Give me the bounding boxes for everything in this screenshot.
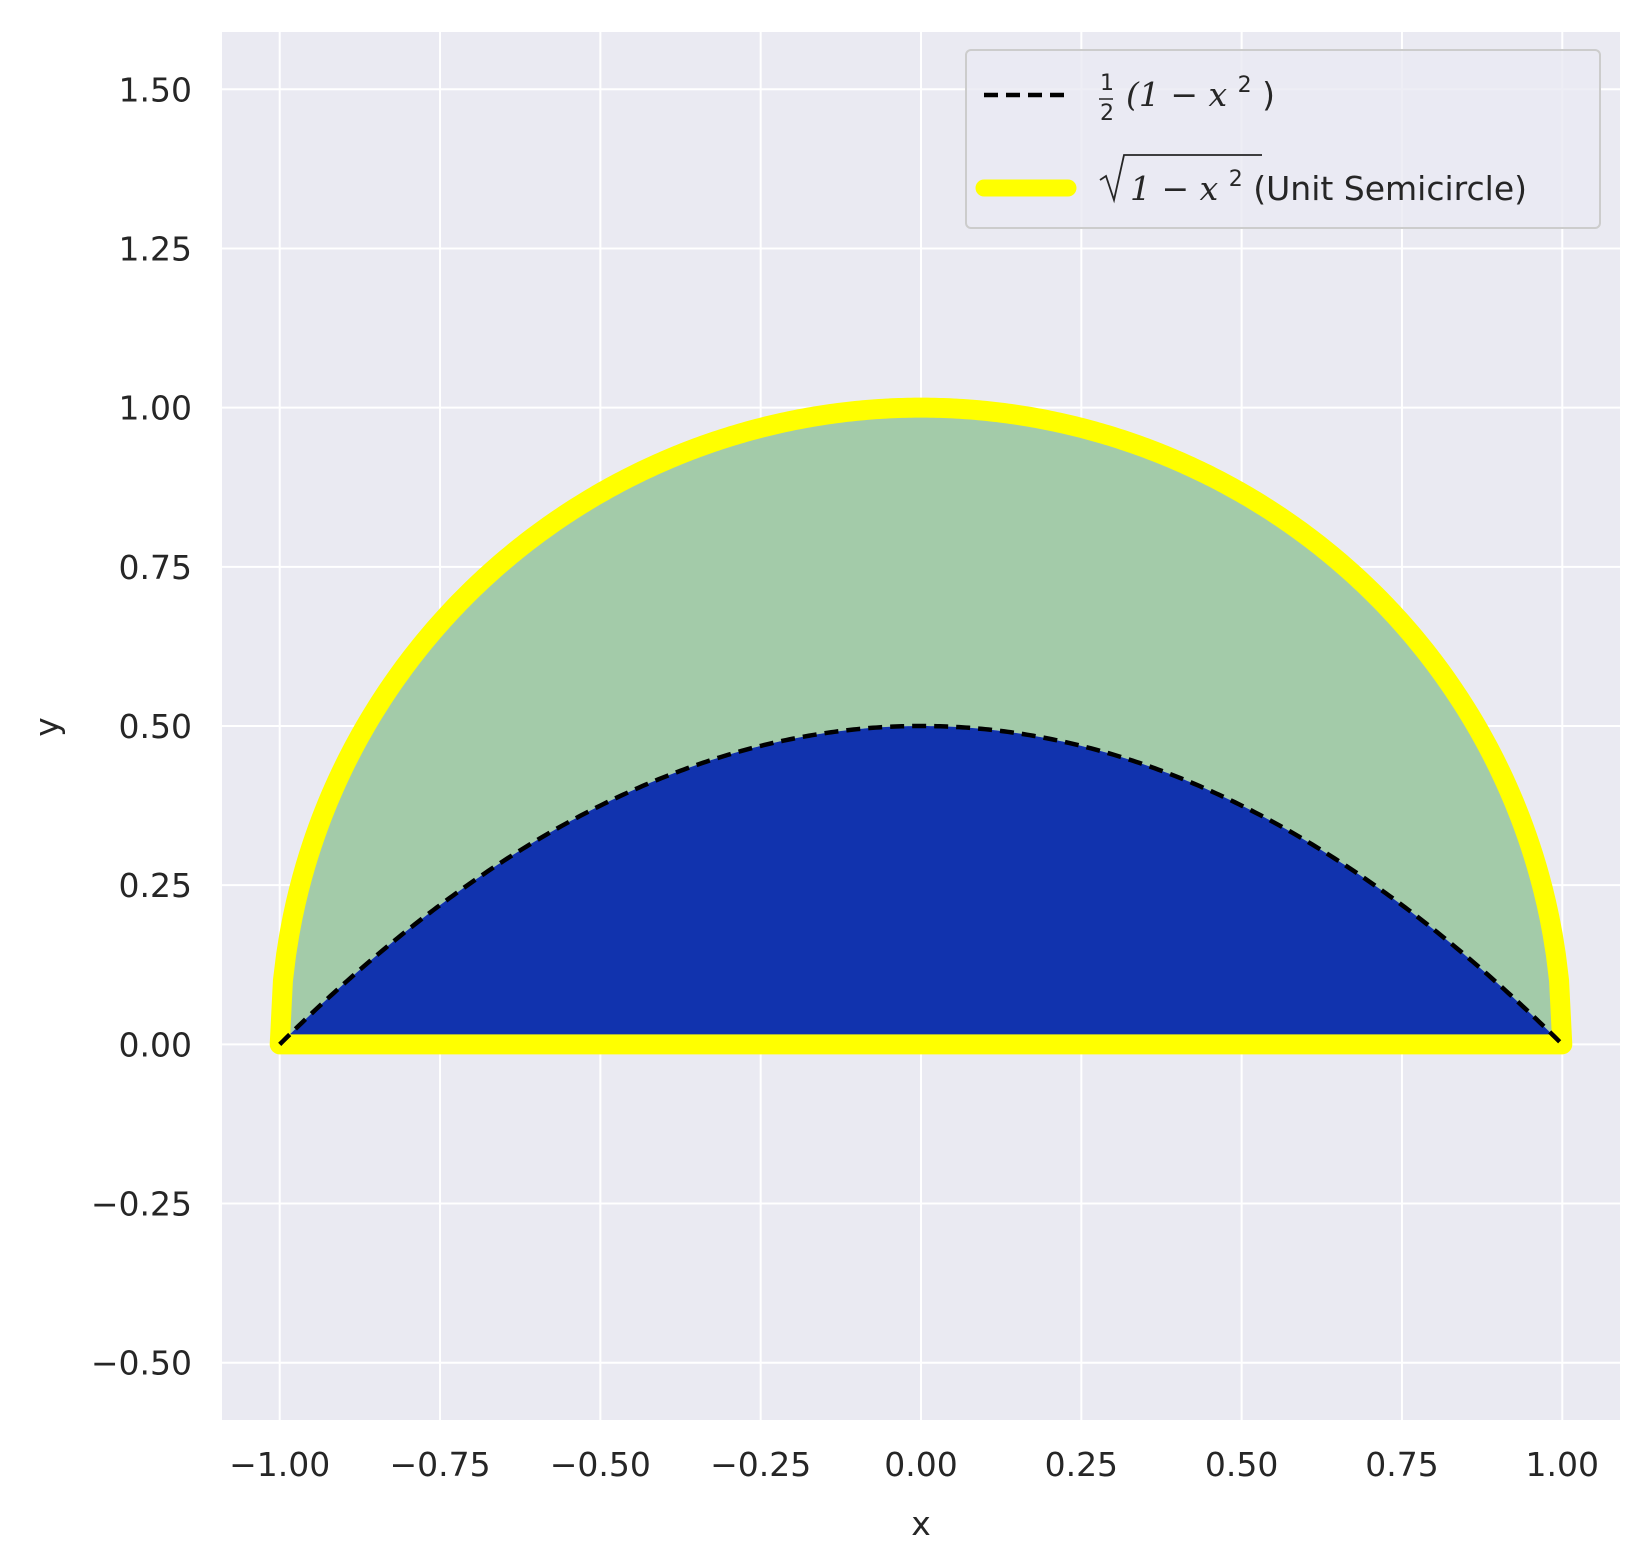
legend-parabola-sup: 2	[1238, 73, 1252, 98]
x-tick-label: −0.75	[389, 1445, 490, 1484]
legend-box	[965, 49, 1601, 229]
parabola-line	[278, 723, 1564, 1046]
legend-parabola-body: (1 − x	[1126, 75, 1228, 114]
x-tick-label: 0.25	[1045, 1445, 1118, 1484]
legend-frac-num: 1	[1100, 71, 1114, 96]
legend-label-semicircle: 1 − x 2 (Unit Semicircle)	[1130, 155, 1527, 208]
y-tick-label: 1.50	[119, 70, 192, 109]
legend-frac-den: 2	[1100, 101, 1114, 126]
y-tick-label: 1.00	[119, 389, 192, 428]
x-tick-label: −1.00	[229, 1445, 330, 1484]
x-tick-label: −0.25	[710, 1445, 811, 1484]
semicircle-line	[269, 397, 1573, 1055]
y-tick-label: −0.25	[91, 1185, 192, 1224]
legend-sqrt-sign	[1099, 154, 1262, 204]
x-tick-label: 1.00	[1526, 1445, 1599, 1484]
x-tick-label: 0.50	[1205, 1445, 1278, 1484]
y-axis-label: y	[27, 717, 66, 737]
legend-semicircle-body: 1 − x	[1130, 169, 1219, 208]
x-tick-label: −0.50	[550, 1445, 651, 1484]
y-tick-label: 0.00	[119, 1025, 192, 1064]
x-tick-label: 0.75	[1365, 1445, 1438, 1484]
legend-label-parabola: 1 2 (1 − x 2 )	[1100, 59, 1275, 128]
y-tick-labels: −0.50 −0.25 0.00 0.25 0.50 0.75 1.00 1.25 1.50	[91, 70, 192, 1382]
legend-semicircle-suffix: (Unit Semicircle)	[1253, 169, 1527, 208]
y-tick-label: 0.50	[119, 707, 192, 746]
y-tick-label: 0.25	[119, 866, 192, 905]
x-tick-labels: −1.00 −0.75 −0.50 −0.25 0.00 0.25 0.50 0.75 1.00	[229, 1445, 1599, 1484]
legend-parabola-close: )	[1262, 75, 1275, 114]
x-tick-label: 0.00	[884, 1445, 957, 1484]
y-tick-label: −0.50	[91, 1344, 192, 1383]
x-axis-label: x	[911, 1504, 931, 1543]
legend: 1 2 (1 − x 2 ) 1 − x 2 (Unit Semicircle)	[965, 49, 1601, 229]
y-tick-label: 0.75	[119, 548, 192, 587]
y-tick-label: 1.25	[119, 229, 192, 268]
legend-semicircle-sup: 2	[1229, 167, 1243, 192]
series-lines	[269, 397, 1573, 1055]
